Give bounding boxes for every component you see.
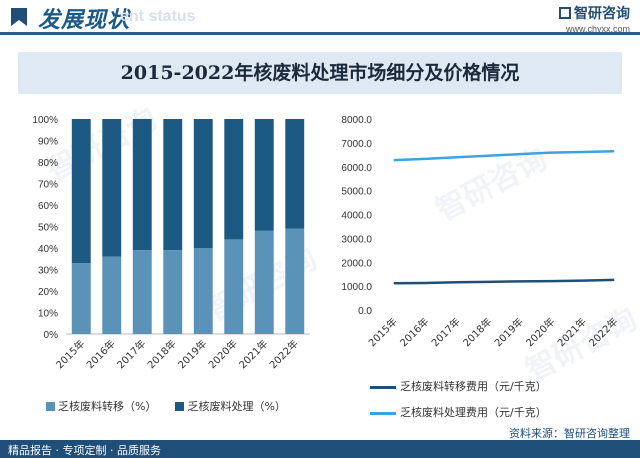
bar-process xyxy=(193,119,213,248)
x-tick-label: 2017年 xyxy=(429,315,463,349)
bar-transfer xyxy=(193,248,213,334)
line-process-fee xyxy=(393,149,615,162)
y-tick-label: 0% xyxy=(44,330,59,341)
x-tick-label: 2015年 xyxy=(366,315,400,349)
bar-process xyxy=(163,119,183,251)
y-tick-label: 40% xyxy=(38,244,58,255)
legend-swatch-process xyxy=(175,401,185,411)
brand-name: 智研咨询 xyxy=(559,3,630,23)
y-tick-label: 60% xyxy=(38,201,58,212)
legend-label-transfer: 乏核废料转移（%） xyxy=(58,400,157,413)
brand-url: www.chyxx.com xyxy=(565,24,630,34)
x-tick-label: 2021年 xyxy=(236,337,270,371)
y-tick-label: 90% xyxy=(38,137,58,148)
legend-label-process: 乏核废料处理（%） xyxy=(187,400,286,413)
line-transfer-fee xyxy=(393,278,615,285)
legend-row-process-fee: 乏核废料处理费用（元/千克） xyxy=(370,400,547,426)
y-tick-label: 3000.0 xyxy=(341,234,372,245)
bar-process xyxy=(285,119,305,229)
bar-transfer xyxy=(102,256,122,334)
x-tick-label: 2020年 xyxy=(523,315,557,349)
source-note: 资料来源：智研咨询整理 xyxy=(509,427,630,440)
x-tick-label: 2016年 xyxy=(397,315,431,349)
y-tick-label: 10% xyxy=(38,309,58,320)
y-tick-label: 30% xyxy=(38,266,58,277)
x-tick-label: 2022年 xyxy=(586,315,620,349)
header-divider xyxy=(0,32,640,35)
bar-legend: 乏核废料转移（%） 乏核废料处理（%） xyxy=(46,398,286,414)
y-tick-label: 20% xyxy=(38,287,58,298)
bar-transfer xyxy=(285,228,305,334)
y-tick-label: 70% xyxy=(38,180,58,191)
header-subtitle: ent status xyxy=(120,8,196,25)
chart-title: 2015-2022年核废料处理市场细分及价格情况 xyxy=(120,62,520,84)
y-tick-label: 50% xyxy=(38,223,58,234)
x-tick-label: 2015年 xyxy=(53,337,87,371)
x-tick-label: 2019年 xyxy=(492,315,526,349)
y-tick-label: 6000.0 xyxy=(341,163,372,174)
y-tick-label: 4000.0 xyxy=(341,211,372,222)
header: 发展现状 ent status 智研咨询 www.chyxx.com xyxy=(0,0,640,40)
legend-label-transfer-fee: 乏核废料转移费用（元/千克） xyxy=(400,380,547,393)
legend-row-transfer-fee: 乏核废料转移费用（元/千克） xyxy=(370,374,547,400)
bar-process xyxy=(71,119,91,264)
legend-swatch-transfer xyxy=(46,401,55,411)
x-tick-label: 2020年 xyxy=(206,337,240,371)
x-tick-label: 2017年 xyxy=(114,337,148,371)
bookmark-icon xyxy=(11,8,27,26)
x-tick-label: 2021年 xyxy=(555,315,589,349)
y-tick-label: 80% xyxy=(38,158,58,169)
header-title: 发展现状 xyxy=(38,7,131,33)
y-tick-label: 2000.0 xyxy=(341,258,372,269)
legend-line-transfer-fee xyxy=(370,385,396,389)
x-tick-label: 2018年 xyxy=(460,315,494,349)
bar-transfer xyxy=(254,230,274,334)
x-tick-label: 2016年 xyxy=(84,337,118,371)
footer-bar: 精品报告 · 专项定制 · 品质服务 xyxy=(0,440,640,458)
bar-transfer xyxy=(132,250,152,334)
x-tick-label: 2018年 xyxy=(145,337,179,371)
brand-logo-icon xyxy=(559,7,571,19)
x-tick-label: 2022年 xyxy=(267,337,301,371)
y-tick-label: 5000.0 xyxy=(341,187,372,198)
x-tick-label: 2019年 xyxy=(175,337,209,371)
legend-line-process-fee xyxy=(370,411,396,415)
bar-process xyxy=(254,119,274,231)
bar-transfer xyxy=(224,239,244,334)
y-tick-label: 0.0 xyxy=(358,306,372,317)
line-legend: 乏核废料转移费用（元/千克） 乏核废料处理费用（元/千克） xyxy=(370,374,547,426)
footer-tagline: 精品报告 · 专项定制 · 品质服务 xyxy=(8,444,161,457)
y-tick-label: 7000.0 xyxy=(341,139,372,150)
y-tick-label: 8000.0 xyxy=(341,115,372,126)
bar-process xyxy=(132,119,152,251)
y-tick-label: 100% xyxy=(32,115,58,126)
legend-label-process-fee: 乏核废料处理费用（元/千克） xyxy=(400,406,547,419)
y-tick-label: 1000.0 xyxy=(341,282,372,293)
bar-process xyxy=(224,119,244,240)
bar-transfer xyxy=(163,250,183,334)
chart-banner: 2015-2022年核废料处理市场细分及价格情况 xyxy=(18,52,622,94)
bar-process xyxy=(102,119,122,257)
bar-transfer xyxy=(71,263,91,334)
brand: 智研咨询 www.chyxx.com xyxy=(559,3,630,34)
